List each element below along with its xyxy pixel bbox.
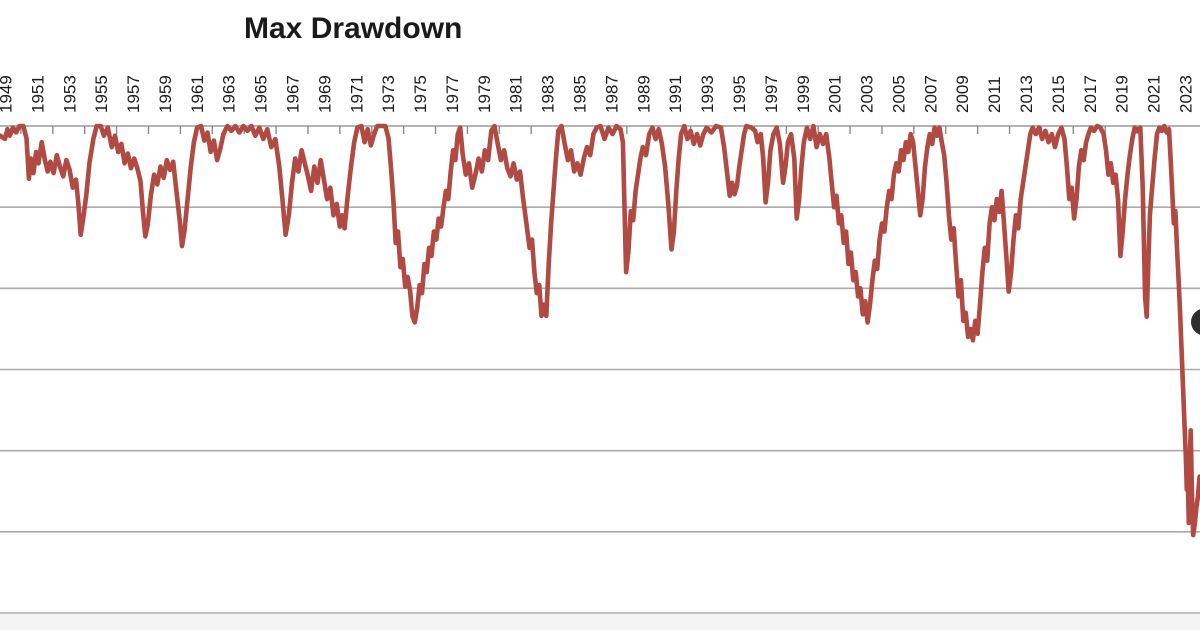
year-label: 2009 [953, 75, 972, 113]
year-label: 1969 [315, 75, 334, 113]
year-label: 1981 [507, 75, 526, 113]
year-label: 1973 [379, 75, 398, 113]
year-label: 1949 [0, 75, 16, 113]
year-label: 1965 [252, 75, 271, 113]
year-label: 1961 [188, 75, 207, 113]
year-label: 2001 [826, 75, 845, 113]
year-label: 2023 [1176, 75, 1195, 113]
year-label: 2011 [985, 76, 1004, 113]
series-max-drawdown [0, 123, 1200, 538]
year-label: 2007 [921, 75, 940, 113]
year-label: 1999 [794, 75, 813, 113]
year-label: 1971 [347, 75, 366, 113]
year-label: 2003 [858, 75, 877, 113]
year-label: 2015 [1049, 75, 1068, 113]
year-label: 1967 [284, 75, 303, 113]
year-label: 2017 [1081, 75, 1100, 113]
chart-title: Max Drawdown [244, 12, 463, 45]
year-label: 1979 [475, 75, 494, 113]
year-label: 1955 [92, 75, 111, 113]
year-label: 1963 [220, 75, 239, 113]
x-axis-year-labels: 1949 1951 1953 1955 1957 1959 1961 1963 1965 1967… [0, 75, 1195, 113]
year-label: 1959 [156, 75, 175, 113]
year-label: 1989 [634, 75, 653, 113]
overlay-button-partial[interactable] [1191, 309, 1200, 336]
year-label: 2019 [1113, 75, 1132, 113]
year-label: 2021 [1145, 75, 1164, 113]
year-label: 2013 [1017, 75, 1036, 113]
page-footer-strip [0, 614, 1200, 630]
year-label: 1995 [730, 75, 749, 113]
year-label: 1977 [443, 75, 462, 113]
year-label: 1953 [60, 75, 79, 113]
year-label: 1987 [602, 75, 621, 113]
year-label: 2005 [889, 75, 908, 113]
year-label: 1993 [698, 75, 717, 113]
year-label: 1951 [28, 75, 47, 113]
year-label: 1957 [124, 75, 143, 113]
footer-strip [0, 614, 1200, 630]
overlay-layer [1191, 309, 1200, 336]
year-label: 1991 [666, 75, 685, 113]
year-label: 1997 [762, 75, 781, 113]
year-label: 1975 [411, 75, 430, 113]
year-label: 1983 [539, 75, 558, 113]
year-label: 1985 [571, 75, 590, 113]
drawdown-line-series [0, 123, 1200, 538]
